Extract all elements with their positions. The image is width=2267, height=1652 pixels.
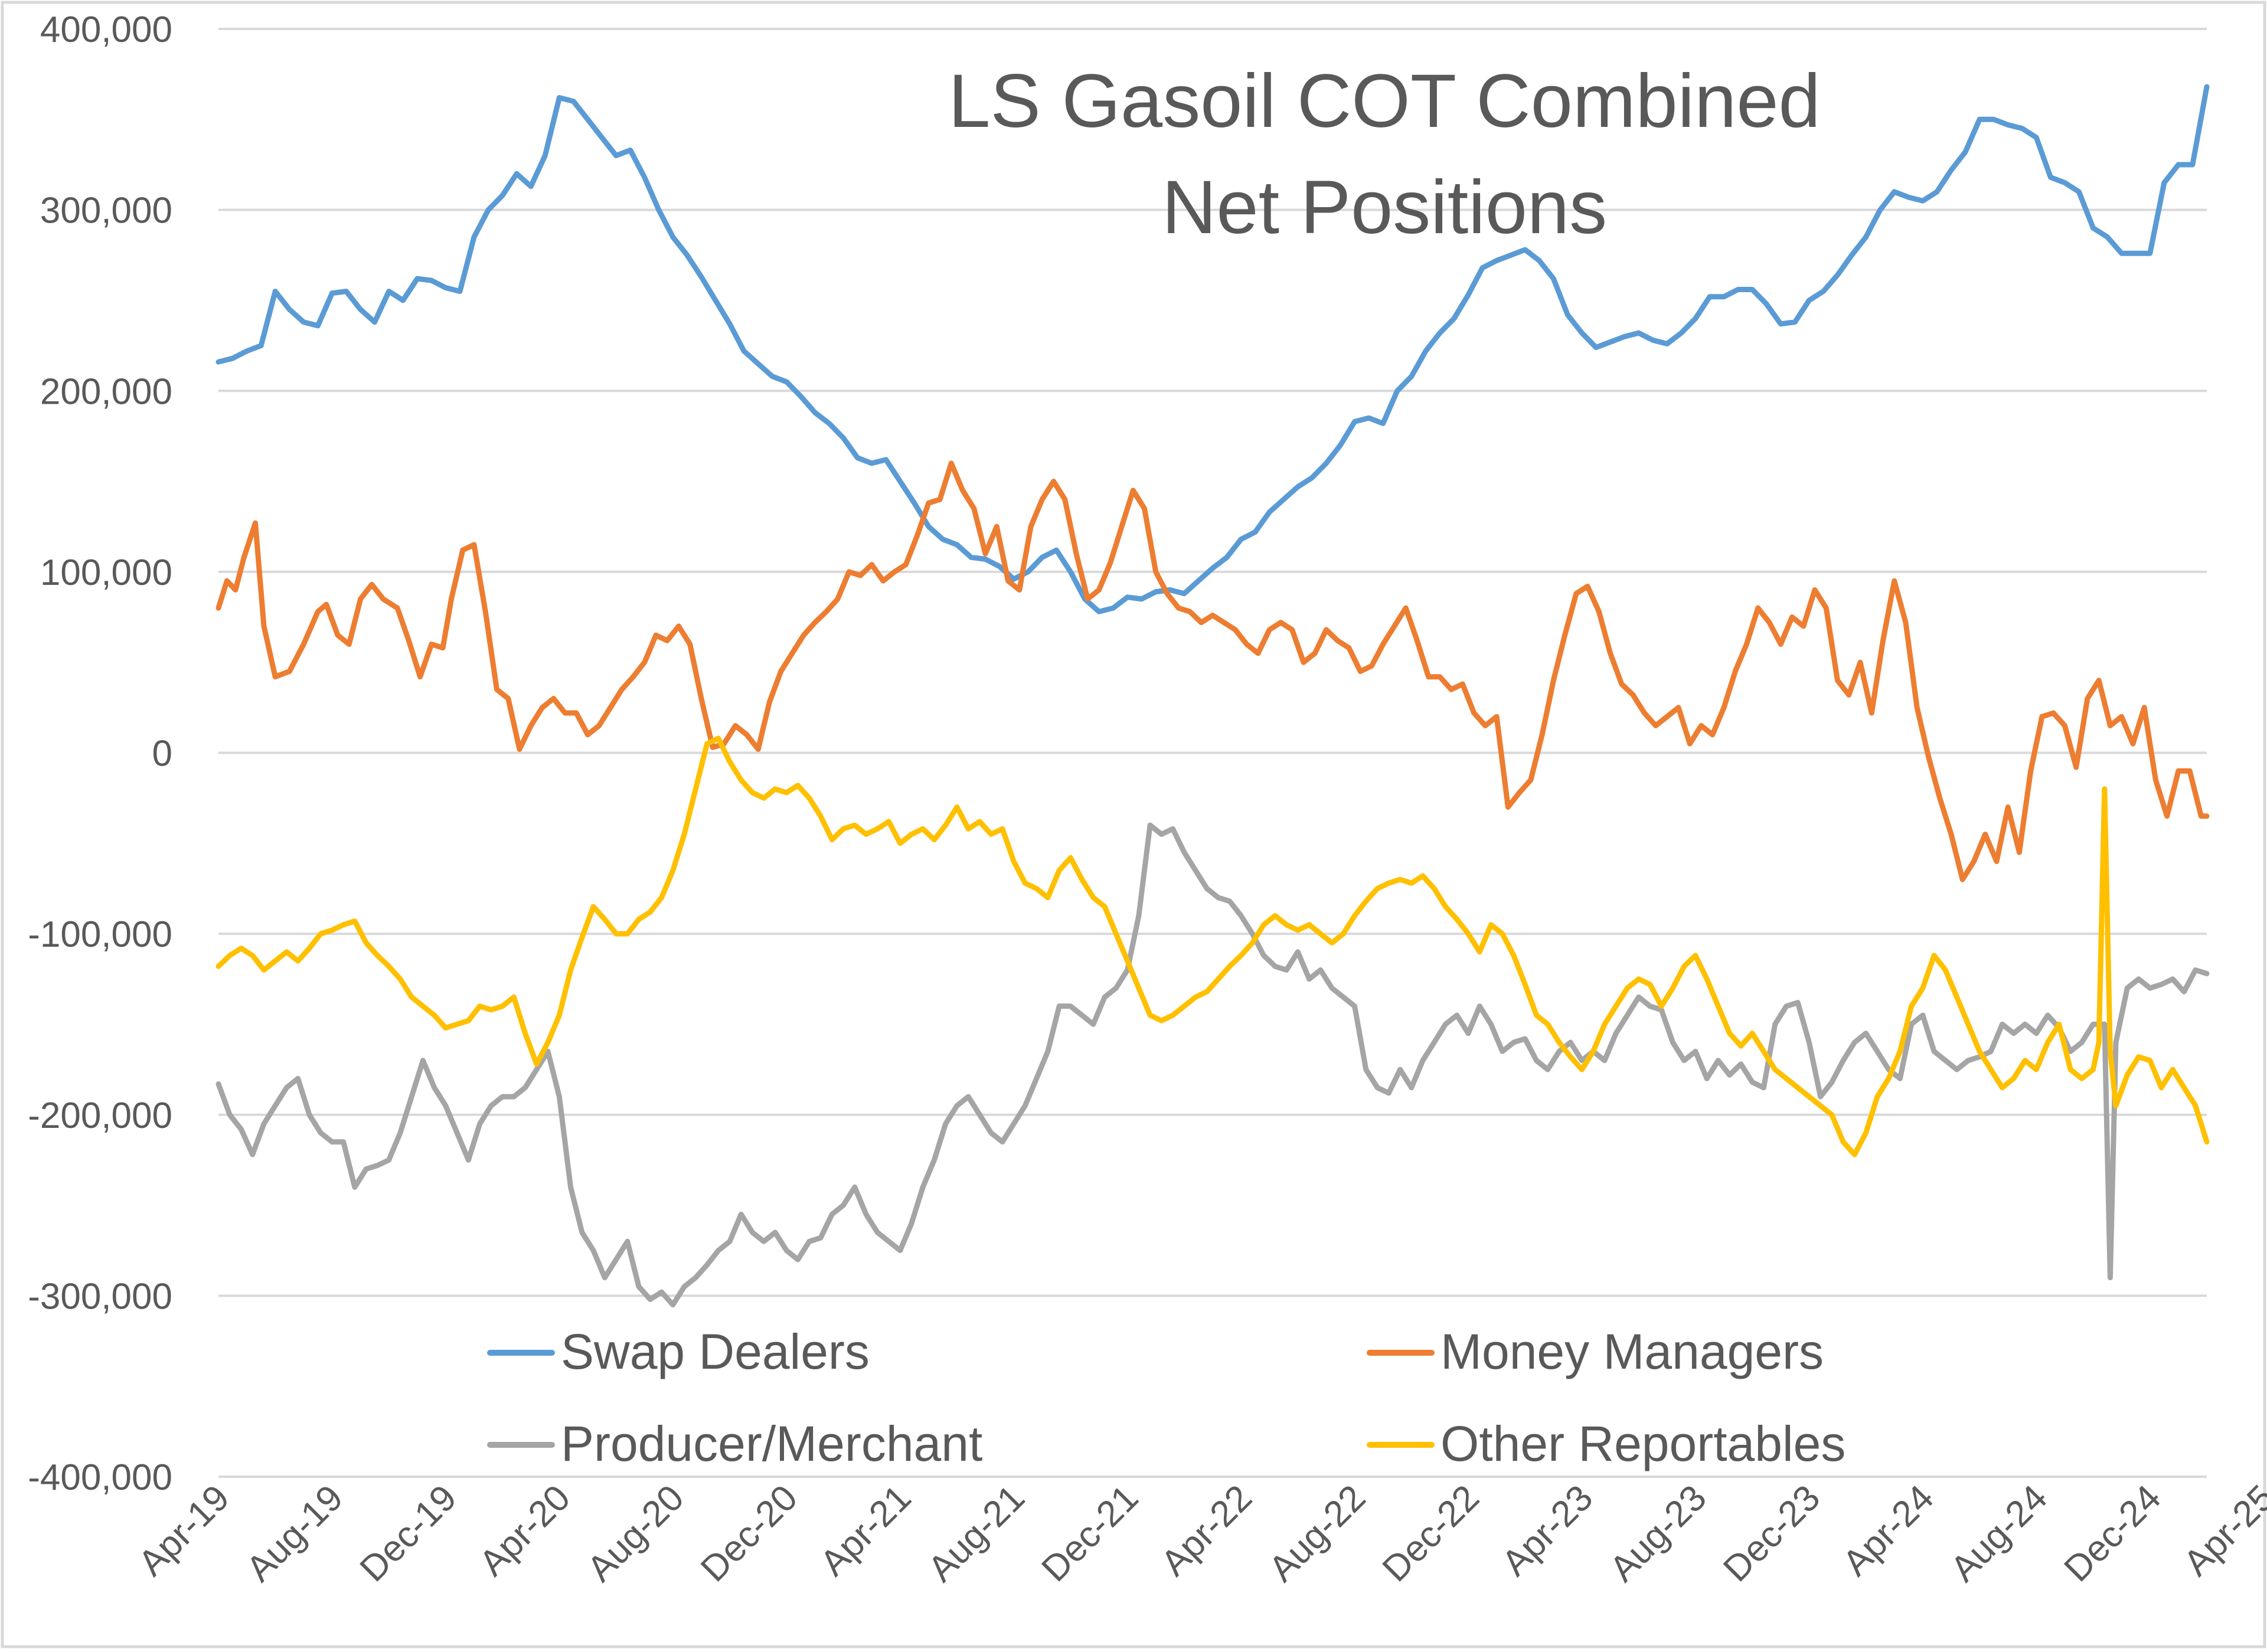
legend: Swap Dealers Money Managers Producer/Merch… [487, 1324, 1845, 1471]
y-tick-label: 300,000 [40, 191, 172, 231]
y-tick-label: 400,000 [40, 9, 172, 50]
series-line-money-managers [215, 460, 2210, 882]
legend-label-producer-merchant: Producer/Merchant [561, 1416, 982, 1471]
series-line-producer-merchant [215, 822, 2210, 1308]
chart-title: LS Gasoil COT Combined Net Positions [948, 59, 1820, 250]
series-line-other-reportables [215, 735, 2210, 1157]
y-tick-label: -300,000 [28, 1276, 172, 1317]
legend-label-money-managers: Money Managers [1440, 1324, 1824, 1379]
chart-title-line-1: LS Gasoil COT Combined [948, 59, 1820, 143]
series-lines [215, 84, 2210, 1308]
chart-title-line-2: Net Positions [1162, 165, 1607, 250]
y-tick-label: -100,000 [28, 914, 172, 955]
y-tick-label: 100,000 [40, 552, 172, 593]
legend-label-swap-dealers: Swap Dealers [561, 1324, 870, 1379]
y-tick-label: -400,000 [28, 1457, 172, 1498]
y-tick-label: -200,000 [28, 1095, 172, 1136]
gridlines [218, 28, 2207, 1478]
y-tick-label: 0 [152, 734, 172, 774]
y-axis-tick-labels: 400,000 300,000 200,000 100,000 0 -100,000 -20… [28, 9, 172, 1498]
y-tick-label: 200,000 [40, 371, 172, 412]
legend-label-other-reportables: Other Reportables [1440, 1416, 1845, 1471]
series-line-swap-dealers [215, 84, 2210, 614]
